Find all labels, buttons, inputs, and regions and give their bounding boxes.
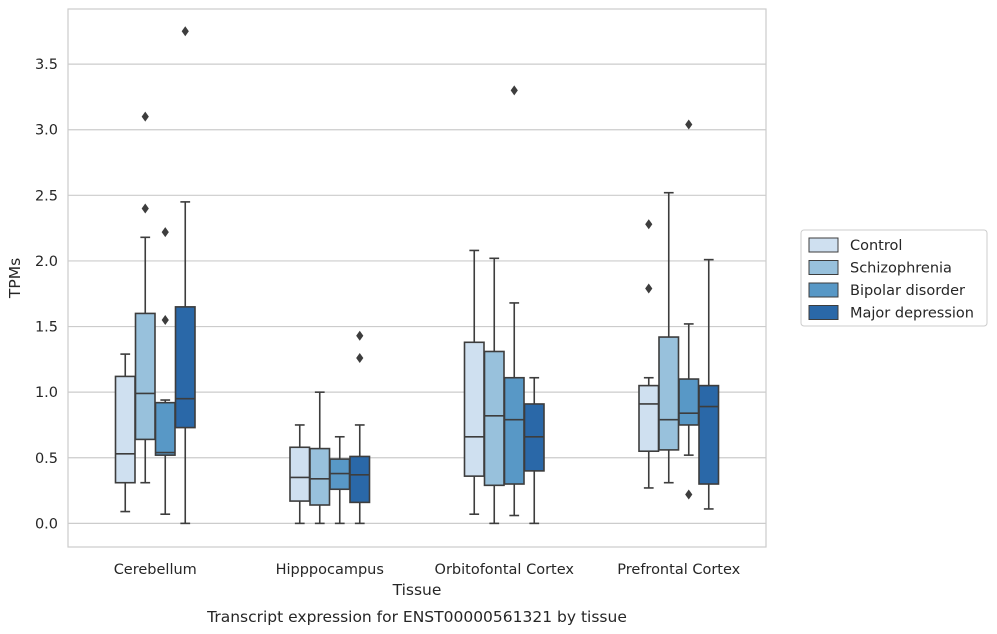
series-2: [154, 85, 700, 525]
box-iqr: [483, 350, 505, 487]
x-axis-title: Tissue: [392, 581, 442, 599]
legend-frame: [800, 229, 988, 327]
box-0: [114, 353, 136, 513]
box-3: [678, 119, 700, 500]
y-tick-label: 1.0: [35, 385, 58, 401]
legend-swatch: [808, 282, 839, 298]
box-0: [154, 227, 176, 515]
outlier-point: [645, 219, 653, 230]
series-3: [174, 26, 720, 525]
outlier-point: [685, 489, 693, 500]
series-1: [134, 111, 680, 525]
outlier-point: [161, 227, 169, 238]
y-axis-title: TPMs: [6, 258, 24, 299]
box-iqr: [134, 312, 156, 441]
box-iqr: [114, 375, 136, 484]
box-0: [174, 26, 196, 525]
legend-swatch: [808, 237, 839, 253]
box-1: [329, 435, 351, 525]
legend-swatch: [808, 260, 839, 275]
box-2: [463, 249, 485, 515]
y-tick-label: 0.5: [35, 451, 58, 467]
outlier-point: [161, 314, 169, 325]
x-tick-label: Hipppocampus: [276, 562, 384, 578]
y-tick-label: 3.5: [35, 57, 58, 73]
y-tick-label: 2.5: [35, 188, 58, 204]
box-iqr: [698, 384, 720, 485]
legend-label: Major depression: [850, 306, 974, 322]
box-iqr: [658, 336, 680, 451]
y-tick-label: 0.0: [35, 516, 58, 532]
box-iqr: [154, 401, 176, 456]
outlier-point: [685, 119, 693, 130]
outlier-point: [510, 85, 518, 96]
outlier-point: [141, 203, 149, 214]
outlier-point: [645, 283, 653, 294]
legend-label: Control: [850, 238, 902, 254]
box-plot-series: [114, 26, 720, 525]
legend-label: Bipolar disorder: [850, 283, 965, 299]
box-2: [503, 85, 525, 517]
x-tick-label: Prefrontal Cortex: [617, 562, 740, 578]
box-iqr: [349, 455, 371, 504]
legend: Control Schizophrenia Bipolar disorder Majo…: [800, 229, 988, 327]
series-0: [114, 219, 660, 525]
y-tick-label: 2.0: [35, 254, 58, 270]
box-iqr: [289, 446, 311, 502]
box-3: [638, 219, 660, 489]
x-tick-label: Cerebellum: [114, 562, 197, 578]
outlier-point: [181, 26, 189, 37]
outlier-point: [356, 353, 364, 364]
box-3: [658, 191, 680, 484]
box-1: [309, 391, 331, 525]
box-iqr: [309, 447, 331, 506]
box-iqr: [678, 378, 700, 426]
box-iqr: [638, 384, 660, 453]
x-tick-label: Orbitofontal Cortex: [435, 562, 575, 578]
y-tick-label: 1.5: [35, 320, 58, 336]
y-tick-label: 3.0: [35, 123, 58, 139]
box-1: [289, 424, 311, 525]
plot-area-frame: [67, 8, 767, 548]
box-2: [483, 257, 505, 525]
outlier-point: [141, 111, 149, 122]
box-2: [523, 376, 545, 525]
box-1: [349, 330, 371, 525]
legend-label: Schizophrenia: [850, 261, 952, 277]
box-3: [698, 258, 720, 510]
box-0: [134, 111, 156, 484]
y-axis-ticks: 0.0 0.5 1.0 1.5 2.0 2.5 3.0 3.5: [35, 57, 58, 532]
chart-caption: Transcript expression for ENST0000056132…: [206, 608, 627, 626]
box-iqr: [174, 306, 196, 429]
box-iqr: [463, 341, 485, 477]
outlier-point: [356, 330, 364, 341]
box-iqr: [503, 376, 525, 485]
legend-swatch: [808, 305, 839, 320]
x-axis-ticks: Cerebellum Hipppocampus Orbitofontal Corte…: [114, 562, 741, 578]
